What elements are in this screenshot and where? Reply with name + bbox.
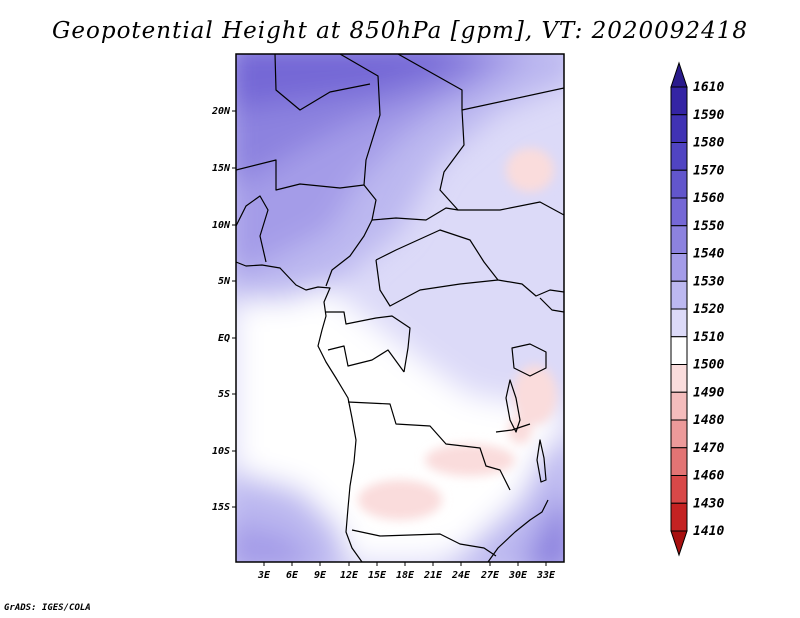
colorbar-label: 1430 <box>693 496 724 511</box>
latitude-labels: 20N 15N 10N 5N EQ 5S 10S 15S <box>211 106 231 513</box>
footer-credit: GrADS: IGES/COLA <box>4 603 91 613</box>
lon-label: 27E <box>480 570 500 581</box>
colorbar-label: 1510 <box>693 330 724 345</box>
colorbar-segment <box>670 169 688 199</box>
map-title: Geopotential Height at 850hPa [gpm], VT:… <box>52 18 748 44</box>
colorbar-segment <box>670 225 688 254</box>
colorbar-segment <box>670 419 688 449</box>
colorbar-segment <box>670 114 688 143</box>
longitude-labels: 3E 6E 9E 12E 15E 18E 21E 24E 27E 30E 33E <box>257 570 556 581</box>
colorbar-label: 1590 <box>693 108 724 123</box>
colorbar-label: 1480 <box>693 413 724 428</box>
colorbar-label: 1540 <box>693 247 724 262</box>
lat-label: 15N <box>212 163 231 174</box>
lat-label: EQ <box>218 333 230 344</box>
lat-label: 5N <box>218 276 231 287</box>
west-africa-coastline <box>236 261 363 562</box>
lat-label: 5S <box>218 389 230 400</box>
lon-label: 9E <box>314 570 327 581</box>
lat-label: 10N <box>212 220 231 231</box>
colorbar-segment <box>670 364 688 393</box>
colorbar: 1610 1590 1580 1570 1560 1550 1540 1530 1520 1510… <box>670 61 724 557</box>
lon-label: 21E <box>423 570 443 581</box>
colorbar-segment <box>670 502 688 532</box>
lon-label: 3E <box>257 570 271 581</box>
geopotential-field <box>236 54 564 562</box>
colorbar-segment <box>670 197 688 227</box>
colorbar-segment <box>670 253 688 282</box>
colorbar-segment <box>670 308 688 338</box>
colorbar-label: 1530 <box>693 274 724 289</box>
colorbar-label: 1580 <box>693 136 724 151</box>
colorbar-label: 1570 <box>693 163 724 178</box>
colorbar-segment <box>670 447 688 476</box>
lon-label: 6E <box>286 570 299 581</box>
colorbar-label: 1470 <box>693 441 724 456</box>
colorbar-label: 1550 <box>693 219 724 234</box>
lon-label: 30E <box>508 570 528 581</box>
map-frame <box>235 53 565 563</box>
lon-label: 24E <box>451 570 471 581</box>
lake-malawi <box>536 439 547 483</box>
country-boundaries <box>236 54 564 562</box>
east-africa-coastline <box>487 499 549 562</box>
colorbar-segment <box>670 142 688 171</box>
lake-victoria <box>511 343 547 377</box>
colorbar-label: 1490 <box>693 385 724 400</box>
colorbar-segment <box>670 391 688 421</box>
colorbar-segment <box>670 280 688 310</box>
colorbar-segment <box>670 86 688 116</box>
colorbar-top-arrow <box>670 61 688 88</box>
lat-label: 15S <box>212 502 230 513</box>
colorbar-segment <box>670 475 688 504</box>
colorbar-label: 1410 <box>693 524 724 539</box>
colorbar-label: 1460 <box>693 469 724 484</box>
colorbar-label: 1610 <box>693 80 724 95</box>
lon-label: 15E <box>368 570 387 581</box>
lon-label: 12E <box>340 570 359 581</box>
colorbar-bottom-arrow <box>670 530 688 557</box>
lat-label: 20N <box>211 106 231 117</box>
colorbar-label: 1500 <box>693 358 724 373</box>
lake-tanganyika <box>505 379 521 433</box>
colorbar-label: 1560 <box>693 191 724 206</box>
lon-label: 18E <box>396 570 415 581</box>
colorbar-segment <box>670 336 688 365</box>
colorbar-label: 1520 <box>693 302 724 317</box>
lat-label: 10S <box>212 446 230 457</box>
lon-label: 33E <box>536 570 556 581</box>
